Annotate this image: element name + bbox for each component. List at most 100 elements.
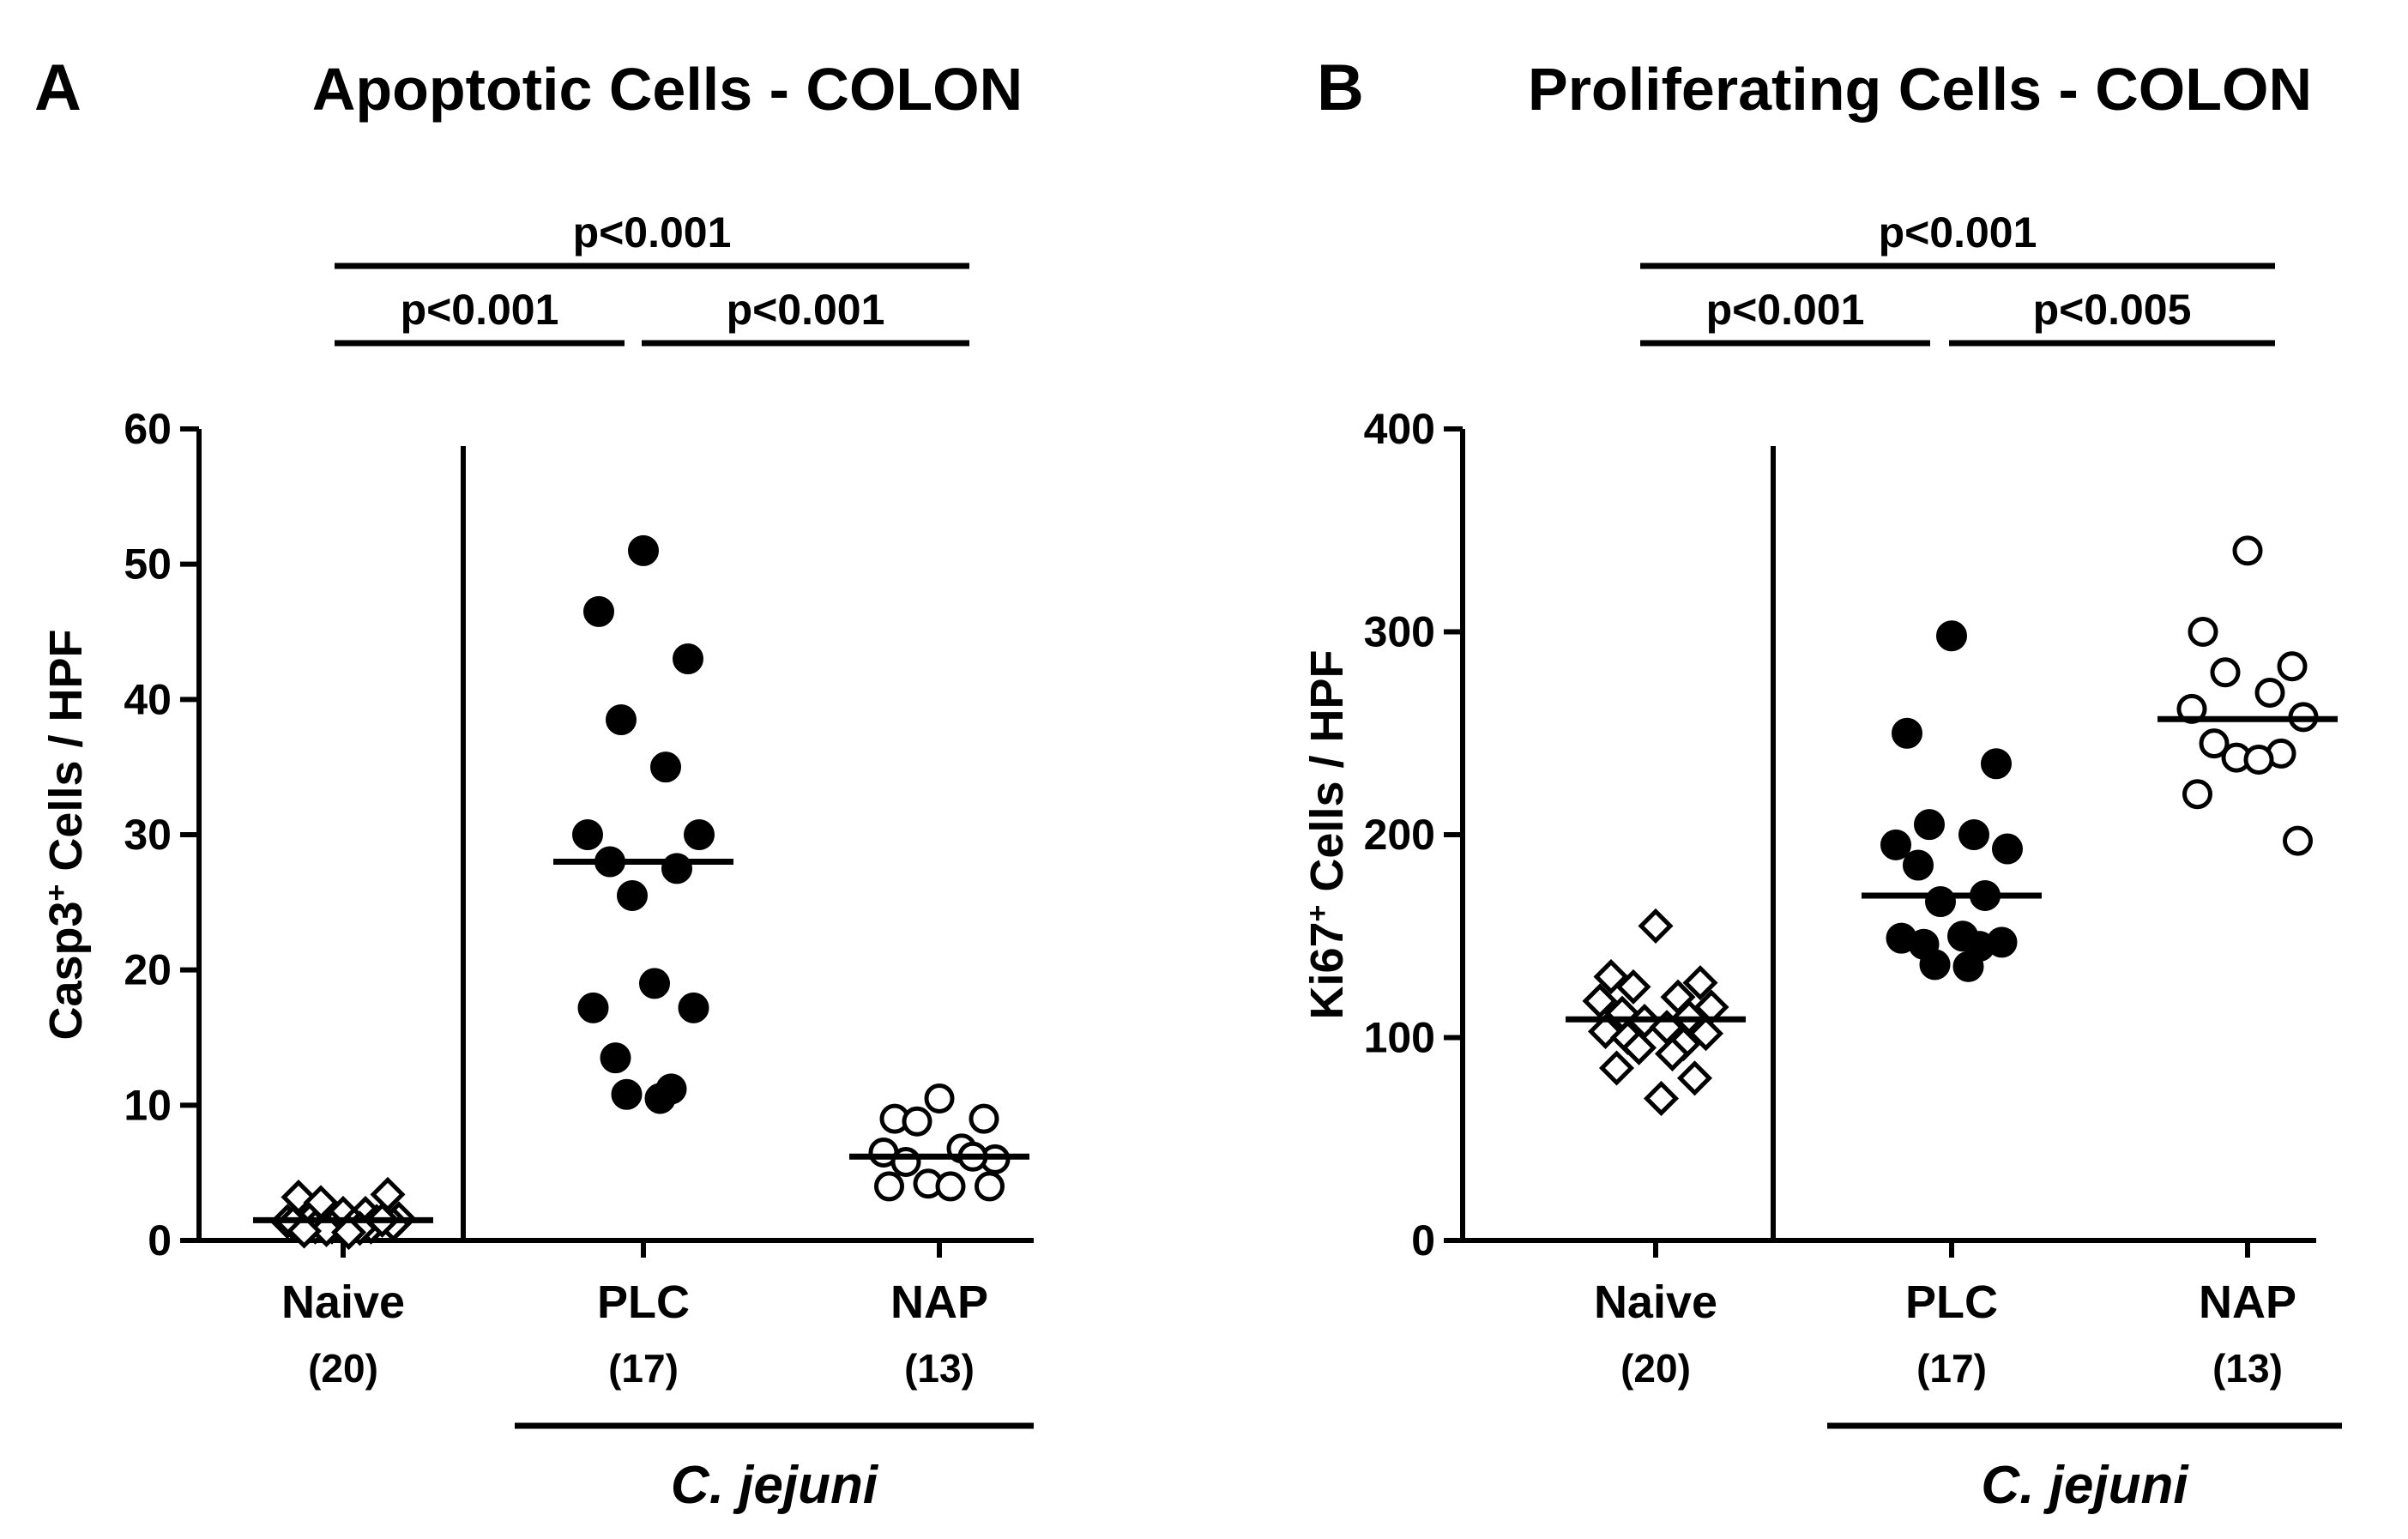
panel-a: A Apoptotic Cells - COLON 0 10 20 30 40 50 60 Cas… xyxy=(34,51,1034,1515)
category-label-naive: Naive xyxy=(1594,1276,1717,1328)
y-axis-label: Casp3+ Cells / HPF xyxy=(40,629,92,1040)
y-tick-label: 400 xyxy=(1364,405,1435,453)
significance-label: p<0.001 xyxy=(1879,208,2037,256)
data-point-naive xyxy=(286,1213,323,1249)
data-point-plc xyxy=(583,595,614,627)
data-point-plc xyxy=(1981,748,2012,780)
chart-title: Proliferating Cells - COLON xyxy=(1528,56,2312,123)
data-point-nap xyxy=(2188,617,2218,647)
category-label-nap: NAP xyxy=(890,1276,988,1328)
y-tick-label: 40 xyxy=(124,675,172,723)
n-label: (17) xyxy=(1916,1346,1987,1391)
data-point-plc xyxy=(1952,951,1984,982)
data-point-plc xyxy=(650,751,681,783)
data-point-plc xyxy=(1892,717,1922,749)
data-point-naive xyxy=(1615,969,1651,1005)
data-point-nap xyxy=(902,1106,932,1137)
y-tick-label: 0 xyxy=(148,1216,172,1264)
data-point-plc xyxy=(678,992,709,1023)
y-tick-label: 50 xyxy=(124,540,172,588)
category-label-plc: PLC xyxy=(1905,1276,1998,1328)
group-label: C. jejuni xyxy=(1981,1456,2189,1515)
chart-title: Apoptotic Cells - COLON xyxy=(312,56,1023,123)
data-point-plc xyxy=(606,703,637,735)
data-point-nap xyxy=(2277,651,2308,682)
data-point-naive xyxy=(1687,1016,1724,1052)
panel-letter: B xyxy=(1317,51,1364,124)
data-point-nap xyxy=(975,1171,1005,1202)
data-point-naive xyxy=(1593,959,1629,995)
n-label: (20) xyxy=(308,1346,378,1391)
data-point-plc xyxy=(1925,886,1956,918)
data-point-naive xyxy=(1654,1035,1691,1071)
data-point-nap xyxy=(2243,744,2274,775)
y-label-suffix: Cells / HPF xyxy=(1301,649,1353,904)
y-tick-label: 100 xyxy=(1364,1014,1435,1062)
category-label-nap: NAP xyxy=(2199,1276,2296,1328)
panel-b: B Proliferating Cells - COLON 0 100 200 300 40… xyxy=(1301,51,2342,1515)
data-point-naive xyxy=(1676,1060,1713,1096)
y-axis-label: Ki67+ Cells / HPF xyxy=(1301,649,1353,1019)
panel-letter: A xyxy=(34,51,81,124)
n-label: (13) xyxy=(2212,1346,2283,1391)
data-point-nap xyxy=(874,1171,904,1202)
data-point-plc xyxy=(1958,819,1989,850)
significance-label: p<0.001 xyxy=(1706,286,1865,334)
data-point-plc xyxy=(1914,809,1945,841)
y-label-sup: + xyxy=(40,884,73,902)
data-point-plc xyxy=(611,1078,643,1110)
y-label-suffix: Cells / HPF xyxy=(40,629,92,884)
y-label-sup: + xyxy=(1301,905,1334,922)
data-point-nap xyxy=(924,1083,955,1114)
group-label: C. jejuni xyxy=(671,1456,879,1515)
data-point-nap xyxy=(2283,825,2313,856)
data-point-naive xyxy=(1582,983,1618,1019)
y-label-prefix: Casp3 xyxy=(40,901,92,1040)
significance-label: p<0.001 xyxy=(573,208,732,256)
category-label-plc: PLC xyxy=(597,1276,690,1328)
data-point-plc xyxy=(1919,949,1951,981)
n-label: (20) xyxy=(1620,1346,1691,1391)
data-point-plc xyxy=(639,968,670,999)
data-point-nap xyxy=(969,1103,999,1134)
data-point-nap xyxy=(2210,657,2241,688)
y-tick-label: 10 xyxy=(124,1081,172,1129)
data-point-plc xyxy=(600,1042,631,1074)
y-tick-label: 60 xyxy=(124,405,172,453)
data-point-plc xyxy=(644,1083,676,1114)
data-point-plc xyxy=(661,853,692,884)
data-point-nap xyxy=(890,1147,921,1178)
data-point-plc xyxy=(1992,833,2023,865)
significance-label: p<0.001 xyxy=(401,286,559,334)
data-point-plc xyxy=(1936,620,1967,652)
y-tick-label: 30 xyxy=(124,811,172,859)
data-point-nap xyxy=(2182,779,2212,810)
y-tick-label: 200 xyxy=(1364,811,1435,859)
data-point-plc xyxy=(628,534,659,566)
data-point-naive xyxy=(1638,908,1674,944)
data-point-naive xyxy=(330,1215,367,1251)
significance-label: p<0.001 xyxy=(727,286,885,334)
y-tick-label: 300 xyxy=(1364,608,1435,656)
y-label-prefix: Ki67 xyxy=(1301,921,1353,1019)
data-point-plc xyxy=(1880,829,1911,860)
n-label: (13) xyxy=(904,1346,975,1391)
data-point-naive xyxy=(1598,1050,1635,1086)
y-tick-label: 0 xyxy=(1411,1216,1435,1264)
data-point-naive xyxy=(1682,965,1718,1001)
data-point-naive xyxy=(1643,1080,1680,1116)
data-point-plc xyxy=(572,819,603,850)
data-point-nap xyxy=(2199,728,2230,759)
data-point-nap xyxy=(2232,535,2263,566)
data-point-plc xyxy=(673,643,703,675)
data-point-plc xyxy=(1903,849,1934,881)
data-point-plc xyxy=(684,819,715,850)
n-label: (17) xyxy=(608,1346,679,1391)
y-tick-label: 20 xyxy=(124,946,172,994)
data-point-nap xyxy=(935,1171,966,1202)
category-label-naive: Naive xyxy=(281,1276,405,1328)
data-point-nap xyxy=(2254,677,2285,708)
data-point-plc xyxy=(577,992,609,1023)
data-point-plc xyxy=(617,879,648,911)
